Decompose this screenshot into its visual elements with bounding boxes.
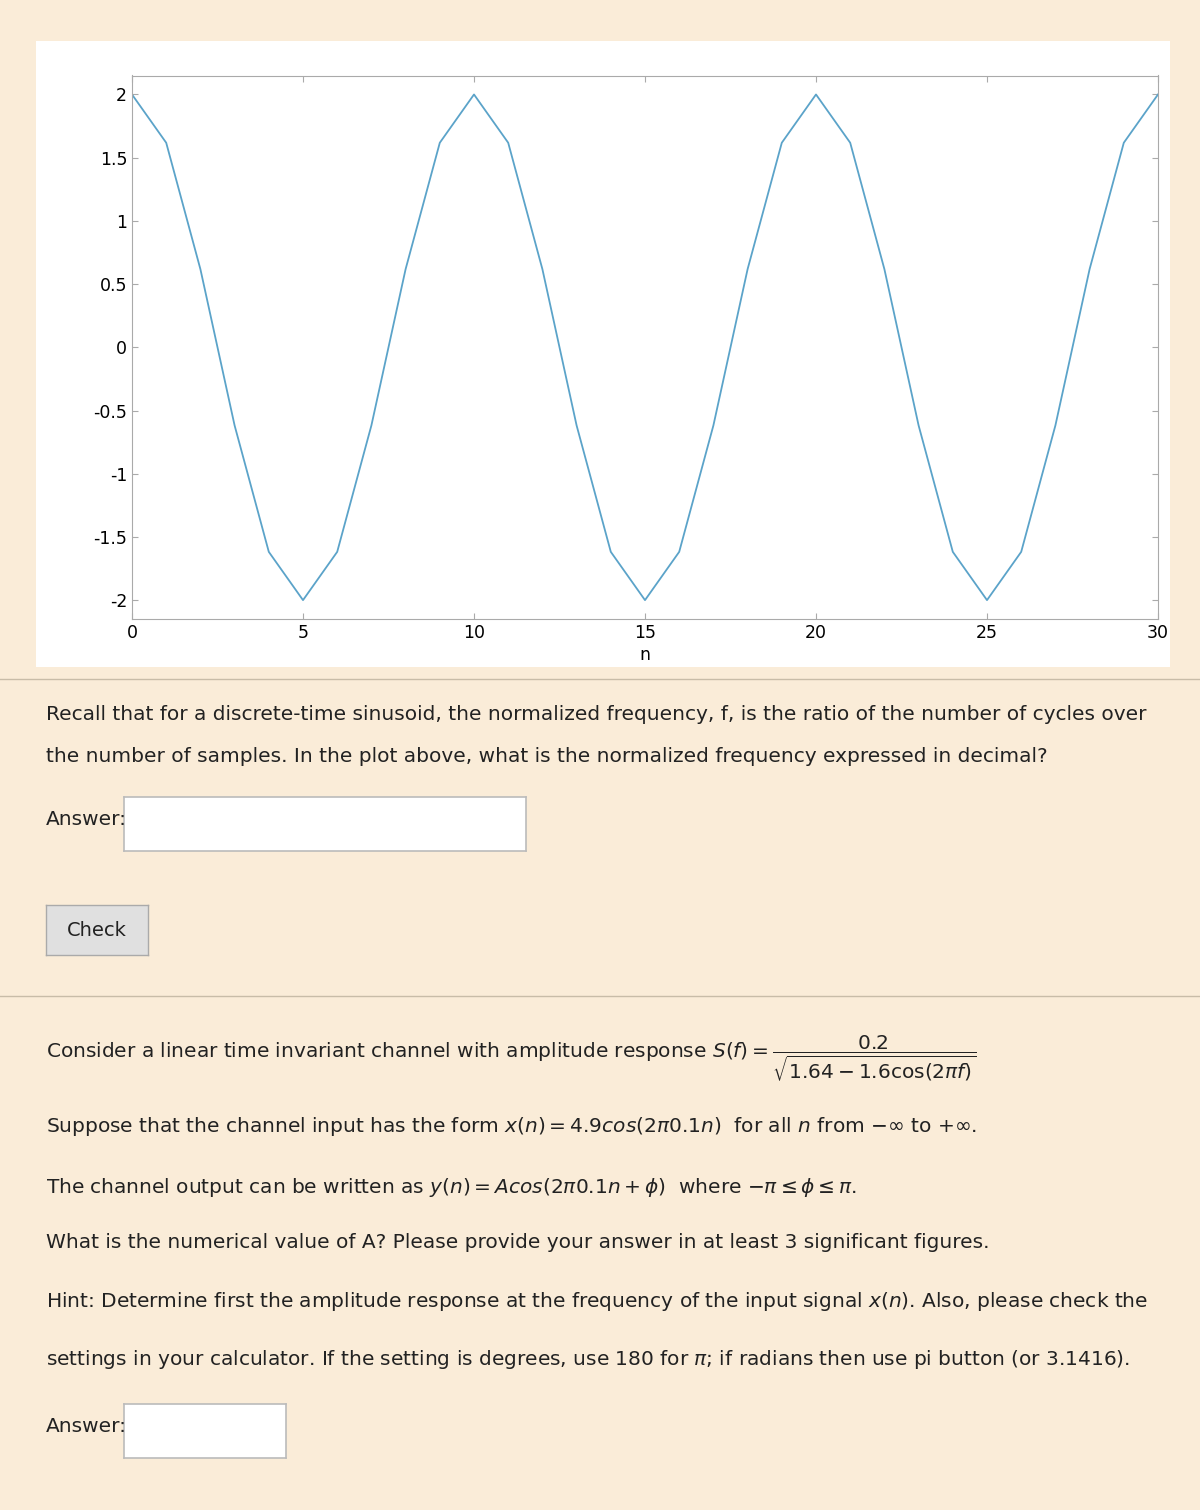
- Text: The channel output can be written as $y(n) = Acos(2\pi 0.1n + \phi)$  where $-\p: The channel output can be written as $y(…: [46, 1176, 857, 1199]
- Text: Consider a linear time invariant channel with amplitude response $S(f) = \dfrac{: Consider a linear time invariant channel…: [46, 1034, 976, 1084]
- Text: Recall that for a discrete-time sinusoid, the normalized frequency, f, is the ra: Recall that for a discrete-time sinusoid…: [46, 705, 1146, 725]
- Text: Hint: Determine first the amplitude response at the frequency of the input signa: Hint: Determine first the amplitude resp…: [46, 1291, 1147, 1314]
- Text: Suppose that the channel input has the form $x(n) = 4.9cos(2\pi 0.1n)$  for all : Suppose that the channel input has the f…: [46, 1116, 977, 1139]
- Text: settings in your calculator. If the setting is degrees, use 180 for $\pi$; if ra: settings in your calculator. If the sett…: [46, 1348, 1129, 1371]
- X-axis label: n: n: [640, 646, 650, 664]
- Text: Answer:: Answer:: [46, 1416, 127, 1436]
- Text: What is the numerical value of A? Please provide your answer in at least 3 signi: What is the numerical value of A? Please…: [46, 1234, 989, 1252]
- Text: Check: Check: [67, 921, 126, 939]
- Text: Answer:: Answer:: [46, 809, 127, 829]
- Text: the number of samples. In the plot above, what is the normalized frequency expre: the number of samples. In the plot above…: [46, 747, 1048, 767]
